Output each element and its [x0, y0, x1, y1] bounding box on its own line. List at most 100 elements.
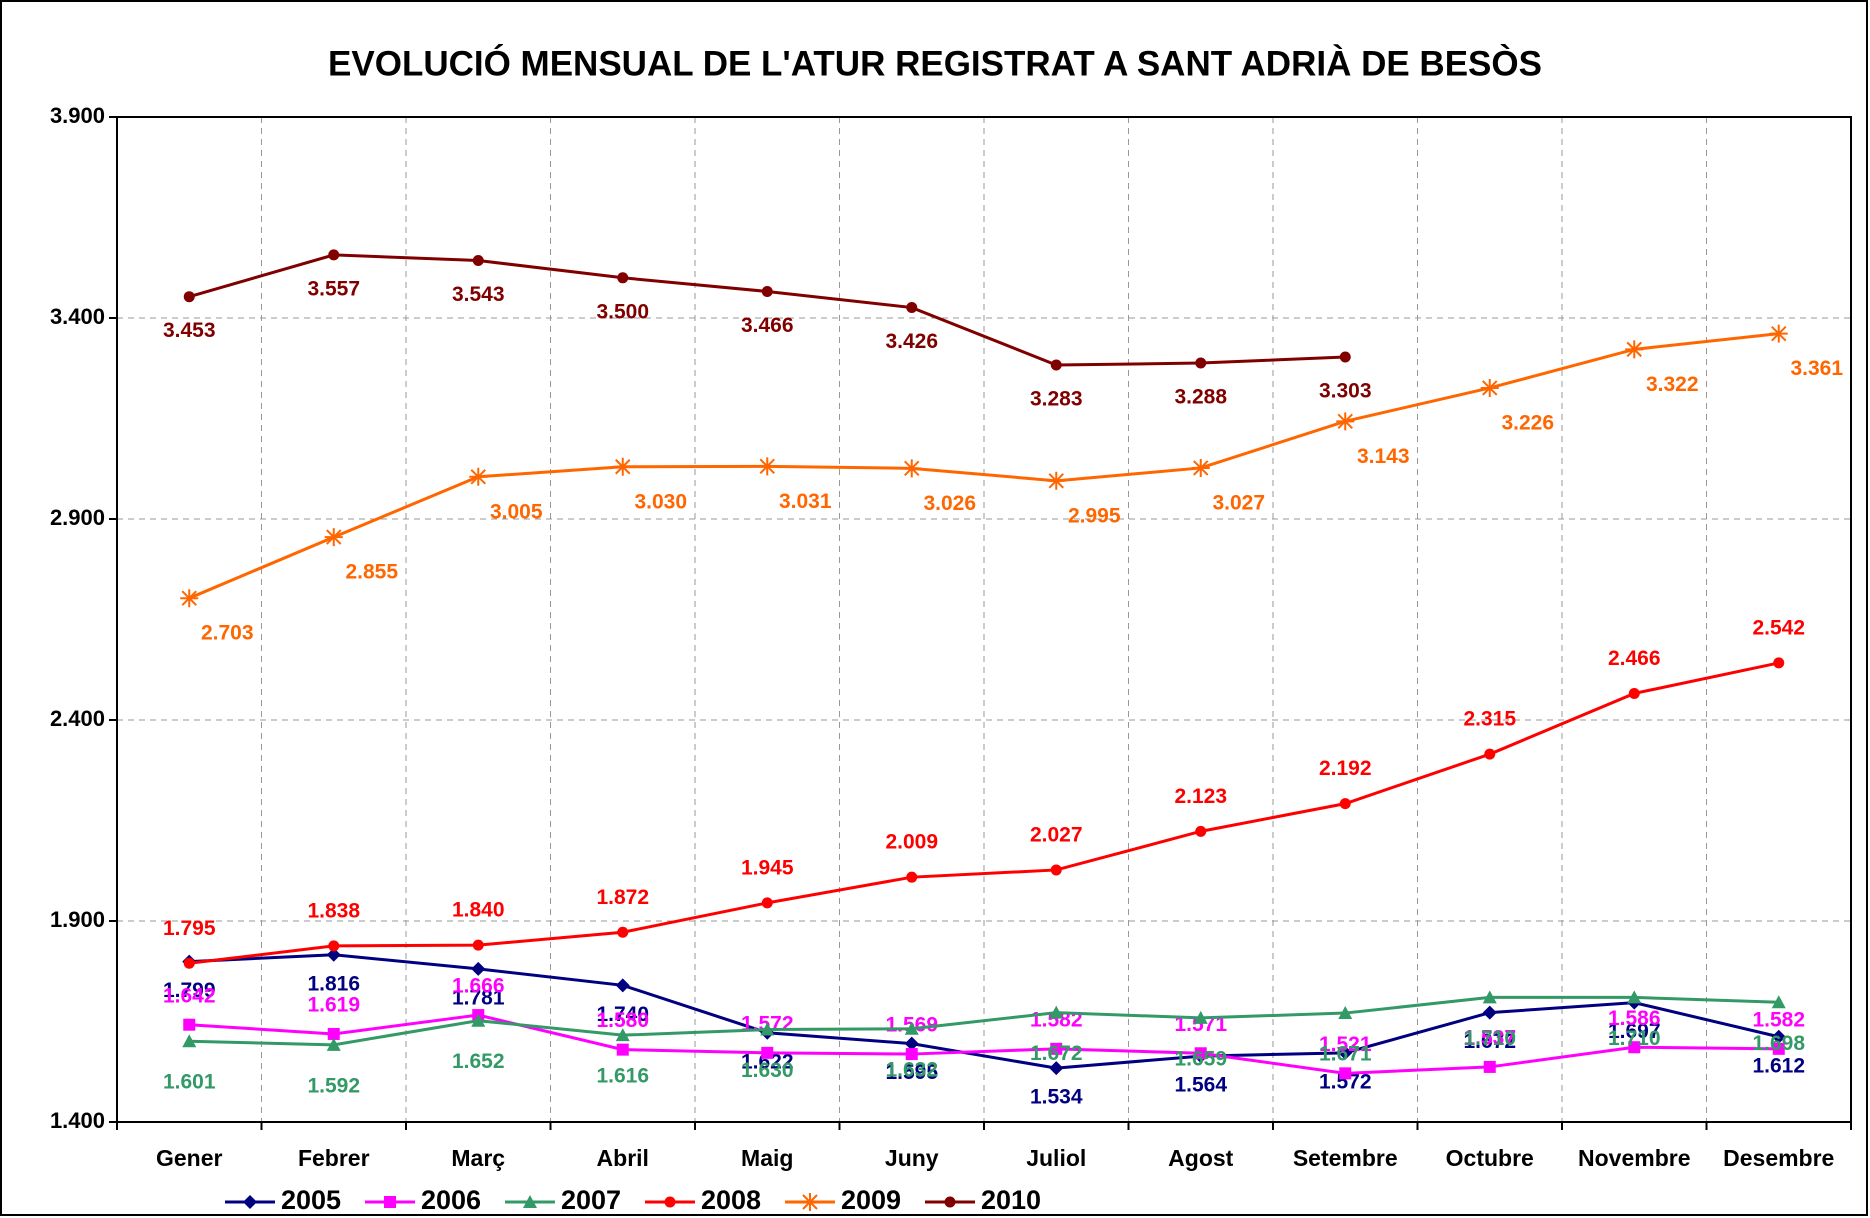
marker	[471, 961, 486, 976]
x-tick-label: Febrer	[298, 1145, 370, 1171]
marker	[1771, 1029, 1786, 1044]
data-label: 1.642	[163, 984, 216, 1007]
data-label: 1.586	[1608, 1007, 1661, 1030]
data-label: 1.781	[452, 986, 505, 1009]
marker	[1050, 864, 1062, 876]
legend-label: 2008	[701, 1185, 761, 1215]
data-label: 3.226	[1501, 411, 1554, 434]
data-label: 1.616	[596, 1065, 649, 1088]
data-label: 2.542	[1752, 616, 1805, 639]
marker	[1049, 1061, 1064, 1076]
marker	[1336, 412, 1355, 431]
data-label: 1.945	[741, 856, 794, 879]
marker	[1191, 458, 1210, 477]
marker	[1194, 1047, 1207, 1060]
marker	[472, 939, 484, 951]
data-label: 3.288	[1174, 386, 1227, 409]
data-label: 1.697	[1608, 1020, 1661, 1043]
marker	[617, 926, 629, 938]
data-label: 2.123	[1174, 785, 1227, 808]
data-label: 1.580	[596, 1009, 649, 1032]
marker	[906, 302, 918, 314]
marker	[1771, 995, 1786, 1009]
series: 2.703 2.855 3.005 3.030 3.031 3.026 2.995 3.027…	[180, 324, 1843, 645]
legend-label: 2010	[981, 1185, 1041, 1215]
marker	[183, 1018, 196, 1031]
marker	[1339, 798, 1351, 810]
data-label: 3.361	[1790, 357, 1843, 380]
x-tick-label: Setembre	[1293, 1145, 1398, 1171]
marker	[615, 1028, 630, 1042]
series-line	[189, 1013, 1779, 1075]
data-label: 1.698	[1752, 1032, 1805, 1055]
marker	[1483, 1060, 1496, 1073]
x-tick-label: Agost	[1168, 1145, 1234, 1171]
data-label: 2.703	[201, 622, 254, 645]
x-tick-label: Maig	[741, 1145, 793, 1171]
data-label: 1.632	[885, 1058, 938, 1081]
marker	[183, 291, 195, 303]
marker	[761, 897, 773, 909]
data-label: 1.630	[741, 1059, 794, 1082]
marker	[1484, 748, 1496, 760]
marker	[243, 1195, 257, 1209]
data-label: 3.143	[1357, 445, 1410, 468]
data-label: 3.031	[779, 490, 832, 513]
marker	[1049, 1005, 1064, 1019]
data-label: 1.816	[307, 972, 360, 995]
marker	[944, 1196, 956, 1208]
data-label: 3.283	[1030, 388, 1083, 411]
data-label: 1.572	[1319, 1070, 1372, 1093]
data-label: 1.710	[1463, 1027, 1516, 1050]
y-tick-label: 3.400	[50, 304, 105, 329]
y-tick-label: 1.900	[50, 907, 105, 932]
marker	[1773, 657, 1785, 669]
marker	[1769, 324, 1788, 343]
series-line	[188, 332, 1779, 600]
marker	[904, 1036, 919, 1051]
data-label: 2.466	[1608, 647, 1661, 670]
legend-label: 2005	[281, 1185, 341, 1215]
marker	[183, 957, 195, 969]
series: 1.795 1.838 1.840 1.872 1.945 2.009 2.027 2.123…	[163, 616, 1805, 969]
marker	[1482, 1005, 1497, 1020]
data-label: 1.622	[741, 1050, 794, 1073]
data-label: 1.564	[1174, 1074, 1227, 1097]
series-line	[189, 995, 1779, 1047]
marker	[328, 249, 340, 261]
legend-label: 2007	[561, 1185, 621, 1215]
series: 3.453 3.557 3.543 3.500 3.466 3.426 3.283 3.288…	[163, 249, 1372, 411]
marker	[617, 272, 629, 284]
marker	[902, 459, 921, 478]
data-label: 2.009	[885, 831, 938, 854]
data-label: 1.612	[1752, 1054, 1805, 1077]
marker	[182, 1034, 197, 1048]
marker	[471, 1013, 486, 1027]
data-label: 1.652	[452, 1050, 505, 1073]
marker	[326, 1037, 341, 1051]
data-label: 1.666	[452, 975, 505, 998]
x-tick-label: Novembre	[1578, 1145, 1690, 1171]
marker	[326, 947, 341, 962]
data-label: 1.595	[885, 1061, 938, 1084]
data-label: 1.671	[1319, 1043, 1372, 1066]
marker	[1628, 687, 1640, 699]
data-label: 3.030	[634, 490, 687, 513]
data-label: 3.543	[452, 283, 505, 306]
marker	[472, 255, 484, 267]
data-label: 1.710	[1608, 1027, 1661, 1050]
data-label: 1.672	[1030, 1042, 1083, 1065]
data-label: 1.592	[307, 1074, 360, 1097]
data-label: 3.005	[490, 500, 543, 523]
marker	[1338, 1045, 1353, 1060]
data-label: 3.500	[596, 300, 649, 323]
data-label: 1.840	[452, 899, 505, 922]
marker	[616, 1043, 629, 1056]
x-tick-label: Gener	[156, 1145, 223, 1171]
x-tick-label: Març	[451, 1145, 505, 1171]
marker	[1628, 1041, 1641, 1054]
data-label: 3.557	[307, 277, 360, 300]
x-tick-label: Octubre	[1446, 1145, 1534, 1171]
